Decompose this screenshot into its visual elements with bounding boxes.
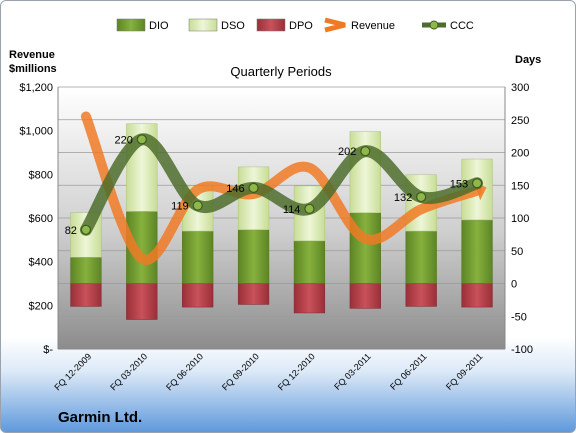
- legend-label: CCC: [450, 20, 474, 32]
- right-tick-label: 100: [511, 213, 529, 225]
- ccc-marker: [416, 191, 427, 203]
- legend: DIO DSO DPO Revenue CCC: [116, 17, 474, 33]
- ccc-marker: [248, 182, 259, 193]
- chart-title: Quarterly Periods: [230, 64, 332, 79]
- category-label: FQ 09-2011: [444, 351, 485, 392]
- right-tick-label: 150: [511, 180, 529, 192]
- category-label: FQ 03-2010: [108, 351, 149, 392]
- ccc-data-label: 220: [114, 134, 132, 146]
- legend-label: Revenue: [351, 20, 395, 32]
- dpo-bar: [126, 283, 158, 320]
- ccc-marker: [471, 178, 483, 189]
- dpo-bar: [70, 283, 102, 307]
- category-label: FQ 03-2011: [332, 351, 373, 392]
- category-label: FQ 06-2010: [164, 351, 205, 392]
- category-label: FQ 12-2010: [276, 351, 317, 392]
- legend-swatch-revenue: [324, 17, 346, 33]
- dpo-bar: [461, 283, 493, 308]
- lines-layer: 82 220 119 146 114 202 132 153: [65, 111, 487, 265]
- dio-bar: [237, 229, 270, 284]
- right-tick-label: -50: [511, 311, 527, 323]
- dpo-bar: [349, 283, 381, 309]
- left-tick-label: $800: [29, 169, 53, 181]
- dio-bar: [293, 240, 326, 284]
- legend-swatch: [116, 18, 146, 32]
- ccc-marker: [136, 134, 147, 145]
- right-axis-title: Days: [515, 54, 541, 66]
- left-tick-label: $1,200: [19, 82, 53, 94]
- dpo-bar: [405, 283, 437, 307]
- category-label: FQ 12-2009: [52, 351, 93, 392]
- right-tick-label: 0: [511, 279, 517, 291]
- right-tick-label: 250: [511, 115, 529, 127]
- ccc-marker: [80, 224, 92, 235]
- left-tick-label: $-: [43, 344, 53, 356]
- dio-bar: [182, 230, 214, 284]
- company-name: Garmin Ltd.: [58, 409, 142, 426]
- category-label: FQ 09-2010: [220, 351, 261, 392]
- ccc-data-label: 202: [338, 146, 356, 158]
- left-tick-label: $1,000: [19, 126, 53, 138]
- right-tick-label: 200: [511, 148, 529, 160]
- ccc-data-label: 114: [283, 204, 301, 216]
- category-label: FQ 06-2011: [388, 351, 429, 392]
- ccc-marker: [360, 146, 371, 157]
- ccc-data-label: 146: [226, 183, 244, 195]
- legend-label: DSO: [221, 20, 245, 32]
- dio-bar: [405, 230, 437, 284]
- dio-bar: [461, 219, 493, 284]
- ccc-marker: [304, 203, 315, 214]
- legend-label: DIO: [149, 20, 169, 32]
- ccc-data-label: 82: [65, 225, 77, 237]
- right-tick-label: 50: [511, 246, 523, 258]
- dpo-bar: [237, 283, 270, 305]
- right-tick-label: 300: [511, 82, 529, 94]
- dpo-bar: [182, 283, 214, 308]
- right-tick-label: -100: [511, 344, 533, 356]
- dpo-bar: [293, 283, 326, 314]
- left-axis-title-line2: $millions: [9, 63, 57, 75]
- legend-swatch: [188, 18, 218, 32]
- ccc-data-label: 153: [450, 178, 468, 190]
- ccc-marker: [192, 200, 203, 211]
- dso-bar: [349, 131, 381, 214]
- left-axis-title-line1: Revenue: [9, 49, 55, 61]
- left-tick-label: $400: [29, 257, 53, 269]
- left-tick-label: $200: [29, 300, 53, 312]
- ccc-data-label: 119: [171, 201, 189, 213]
- legend-marker-ccc: [429, 20, 439, 30]
- dio-bar: [70, 257, 102, 284]
- ccc-data-label: 132: [394, 192, 412, 204]
- left-tick-label: $600: [29, 213, 53, 225]
- legend-label: DPO: [289, 20, 313, 32]
- legend-swatch: [256, 18, 286, 32]
